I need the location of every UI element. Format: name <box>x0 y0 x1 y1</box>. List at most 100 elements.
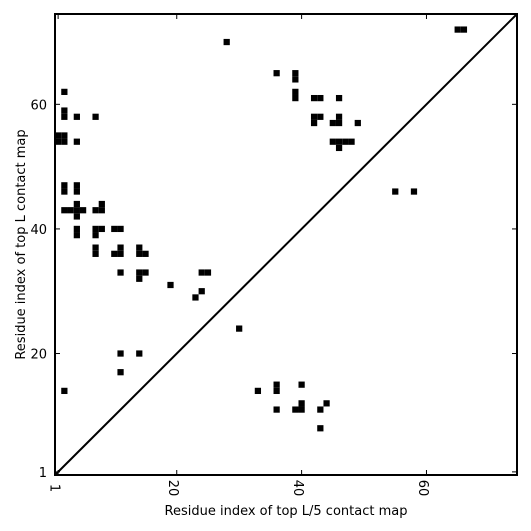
contact-cell-top-l <box>92 250 99 257</box>
y-axis-ticks: 1 20 40 60 <box>30 98 517 481</box>
contact-cell-top-l5 <box>298 400 305 407</box>
contact-cell-top-l <box>73 188 80 195</box>
diagonal-line <box>54 13 518 476</box>
contact-cell-top-l <box>61 113 68 120</box>
contact-cell-top-l <box>317 113 324 120</box>
contact-cell-top-l <box>335 138 343 145</box>
contact-cell-top-l <box>61 207 68 214</box>
contact-cell-top-l <box>73 213 80 220</box>
contact-cell-top-l <box>317 94 324 102</box>
contact-cell-top-l <box>310 119 318 127</box>
contact-cell-top-l <box>73 113 80 120</box>
contact-cell-top-l5 <box>317 406 324 413</box>
contact-cell-top-l <box>61 188 68 195</box>
contact-cell-top-l <box>329 138 336 145</box>
contact-cell-top-l <box>73 182 80 189</box>
contact-cell-top-l <box>136 244 143 251</box>
contact-cell-top-l <box>73 207 80 214</box>
contact-cell-top-l <box>310 94 318 102</box>
contact-cell-top-l5 <box>323 400 330 407</box>
contact-cell-top-l <box>117 250 124 257</box>
contact-cell-top-l <box>198 269 205 276</box>
contact-cell-top-l <box>117 350 124 357</box>
contact-cell-top-l5 <box>254 387 262 395</box>
contact-cell-top-l <box>236 325 243 332</box>
contact-cell-top-l <box>67 207 74 214</box>
contact-cell-top-l <box>73 200 80 208</box>
contact-cell-top-l <box>98 207 105 214</box>
diagonal-line-group <box>54 13 518 476</box>
contact-cell-top-l5 <box>61 387 68 395</box>
contact-cell-top-l <box>73 232 80 239</box>
y-tick-label: 20 <box>30 348 47 363</box>
contact-cell-top-l5 <box>298 381 305 388</box>
contact-cell-top-l <box>55 138 62 145</box>
x-tick-label: 1 <box>47 484 62 492</box>
contact-cell-top-l <box>354 119 361 127</box>
x-tick-label: 60 <box>415 480 430 497</box>
contact-cell-top-l <box>92 113 99 120</box>
contact-cell-top-l <box>292 70 299 77</box>
contact-cell-top-l <box>117 369 124 376</box>
contact-cell-top-l <box>292 76 299 83</box>
contact-cell-top-l <box>198 288 205 295</box>
contact-cell-top-l <box>73 225 80 233</box>
contact-cells <box>55 26 468 432</box>
x-tick-label: 40 <box>290 480 305 497</box>
contact-cell-top-l <box>223 38 230 46</box>
contact-cell-top-l <box>335 144 343 152</box>
contact-cell-top-l <box>98 225 105 233</box>
y-tick-label: 60 <box>30 98 47 113</box>
contact-cell-top-l <box>92 244 99 251</box>
contact-cell-top-l <box>92 225 99 233</box>
contact-cell-top-l <box>79 207 87 214</box>
plot-frame <box>54 13 518 476</box>
contact-cell-top-l <box>111 250 118 257</box>
contact-cell-top-l <box>55 132 62 139</box>
x-axis-ticks: 1 20 40 60 <box>47 14 430 496</box>
contact-cell-top-l <box>410 188 418 195</box>
contact-cell-top-l <box>342 138 349 145</box>
y-tick-label: 40 <box>30 223 47 238</box>
contact-cell-top-l <box>310 113 318 120</box>
contact-cell-top-l <box>61 138 68 145</box>
contact-cell-top-l <box>335 113 343 120</box>
contact-cell-top-l <box>61 182 68 189</box>
contact-cell-top-l5 <box>292 406 299 413</box>
contact-cell-top-l <box>136 269 143 276</box>
contact-cell-top-l5 <box>273 387 280 395</box>
contact-cell-top-l <box>111 225 118 233</box>
x-tick-label: 20 <box>165 480 180 497</box>
contact-cell-top-l <box>117 269 124 276</box>
y-axis-label: Residue index of top L contact map <box>14 129 29 359</box>
contact-cell-top-l <box>454 26 461 33</box>
y-tick-label: 1 <box>39 466 47 481</box>
contact-cell-top-l <box>292 88 299 95</box>
contact-cell-top-l <box>92 207 99 214</box>
contact-cell-top-l <box>460 26 468 33</box>
x-axis-label: Residue index of top L/5 contact map <box>165 504 408 519</box>
contact-cell-top-l <box>61 132 68 139</box>
contact-cell-top-l5 <box>273 381 280 388</box>
contact-cell-top-l <box>136 275 143 282</box>
contact-cell-top-l5 <box>273 406 280 413</box>
contact-cell-top-l <box>136 250 143 257</box>
contact-cell-top-l <box>392 188 399 195</box>
contact-cell-top-l <box>273 70 280 77</box>
contact-cell-top-l <box>167 281 174 289</box>
contact-cell-top-l <box>61 88 68 95</box>
contact-cell-top-l <box>292 94 299 102</box>
contact-cell-top-l <box>136 350 143 357</box>
contact-cell-top-l <box>61 107 68 114</box>
contact-cell-top-l <box>117 225 124 233</box>
contact-cell-top-l <box>117 244 124 251</box>
contact-cell-top-l <box>142 269 149 276</box>
contact-cell-top-l <box>73 138 80 145</box>
contact-cell-top-l5 <box>298 406 305 413</box>
contact-cell-top-l5 <box>317 425 324 432</box>
contact-cell-top-l <box>192 294 199 301</box>
contact-cell-top-l <box>335 94 343 102</box>
contact-cell-top-l <box>329 119 336 127</box>
contact-cell-top-l <box>98 200 105 208</box>
